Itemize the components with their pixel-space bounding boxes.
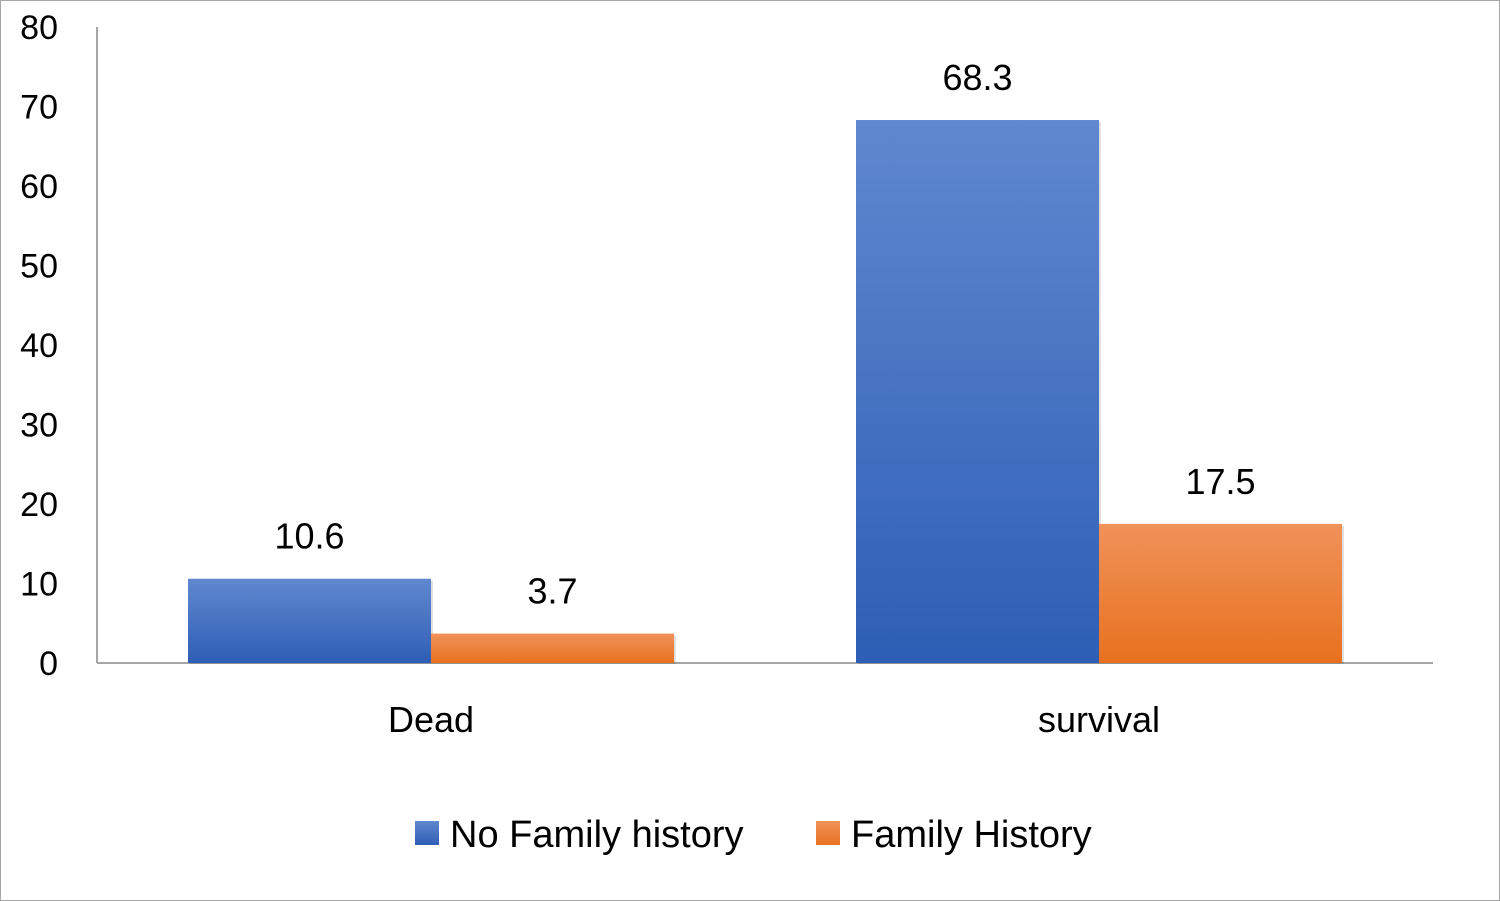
y-tick-label: 10 [20,566,58,604]
data-label: 68.3 [942,57,1012,98]
y-tick-label: 0 [39,645,58,683]
y-tick-label: 80 [20,9,58,47]
bar-no-family-history-survival [856,120,1099,663]
data-labels: 10.6 3.7 68.3 17.5 [274,57,1255,612]
bar-family-history-dead [431,633,674,663]
y-tick-label: 40 [20,327,58,365]
x-category-label: survival [1038,699,1160,740]
bars [188,120,1344,664]
legend: No Family history Family History [415,814,1092,856]
legend-swatch [816,821,840,845]
y-tick-label: 20 [20,486,58,524]
legend-swatch [415,821,439,845]
y-tick-label: 50 [20,248,58,286]
x-category-label: Dead [388,699,474,740]
bar-family-history-survival [1099,523,1342,663]
y-tick-label: 60 [20,168,58,206]
data-label: 3.7 [527,571,577,612]
y-tick-label: 30 [20,407,58,445]
legend-label: No Family history [450,814,744,856]
legend-label: Family History [851,814,1092,856]
bar-no-family-history-dead [188,578,431,663]
y-tick-label: 70 [20,89,58,127]
data-label: 10.6 [274,516,344,557]
data-label: 17.5 [1185,461,1255,502]
